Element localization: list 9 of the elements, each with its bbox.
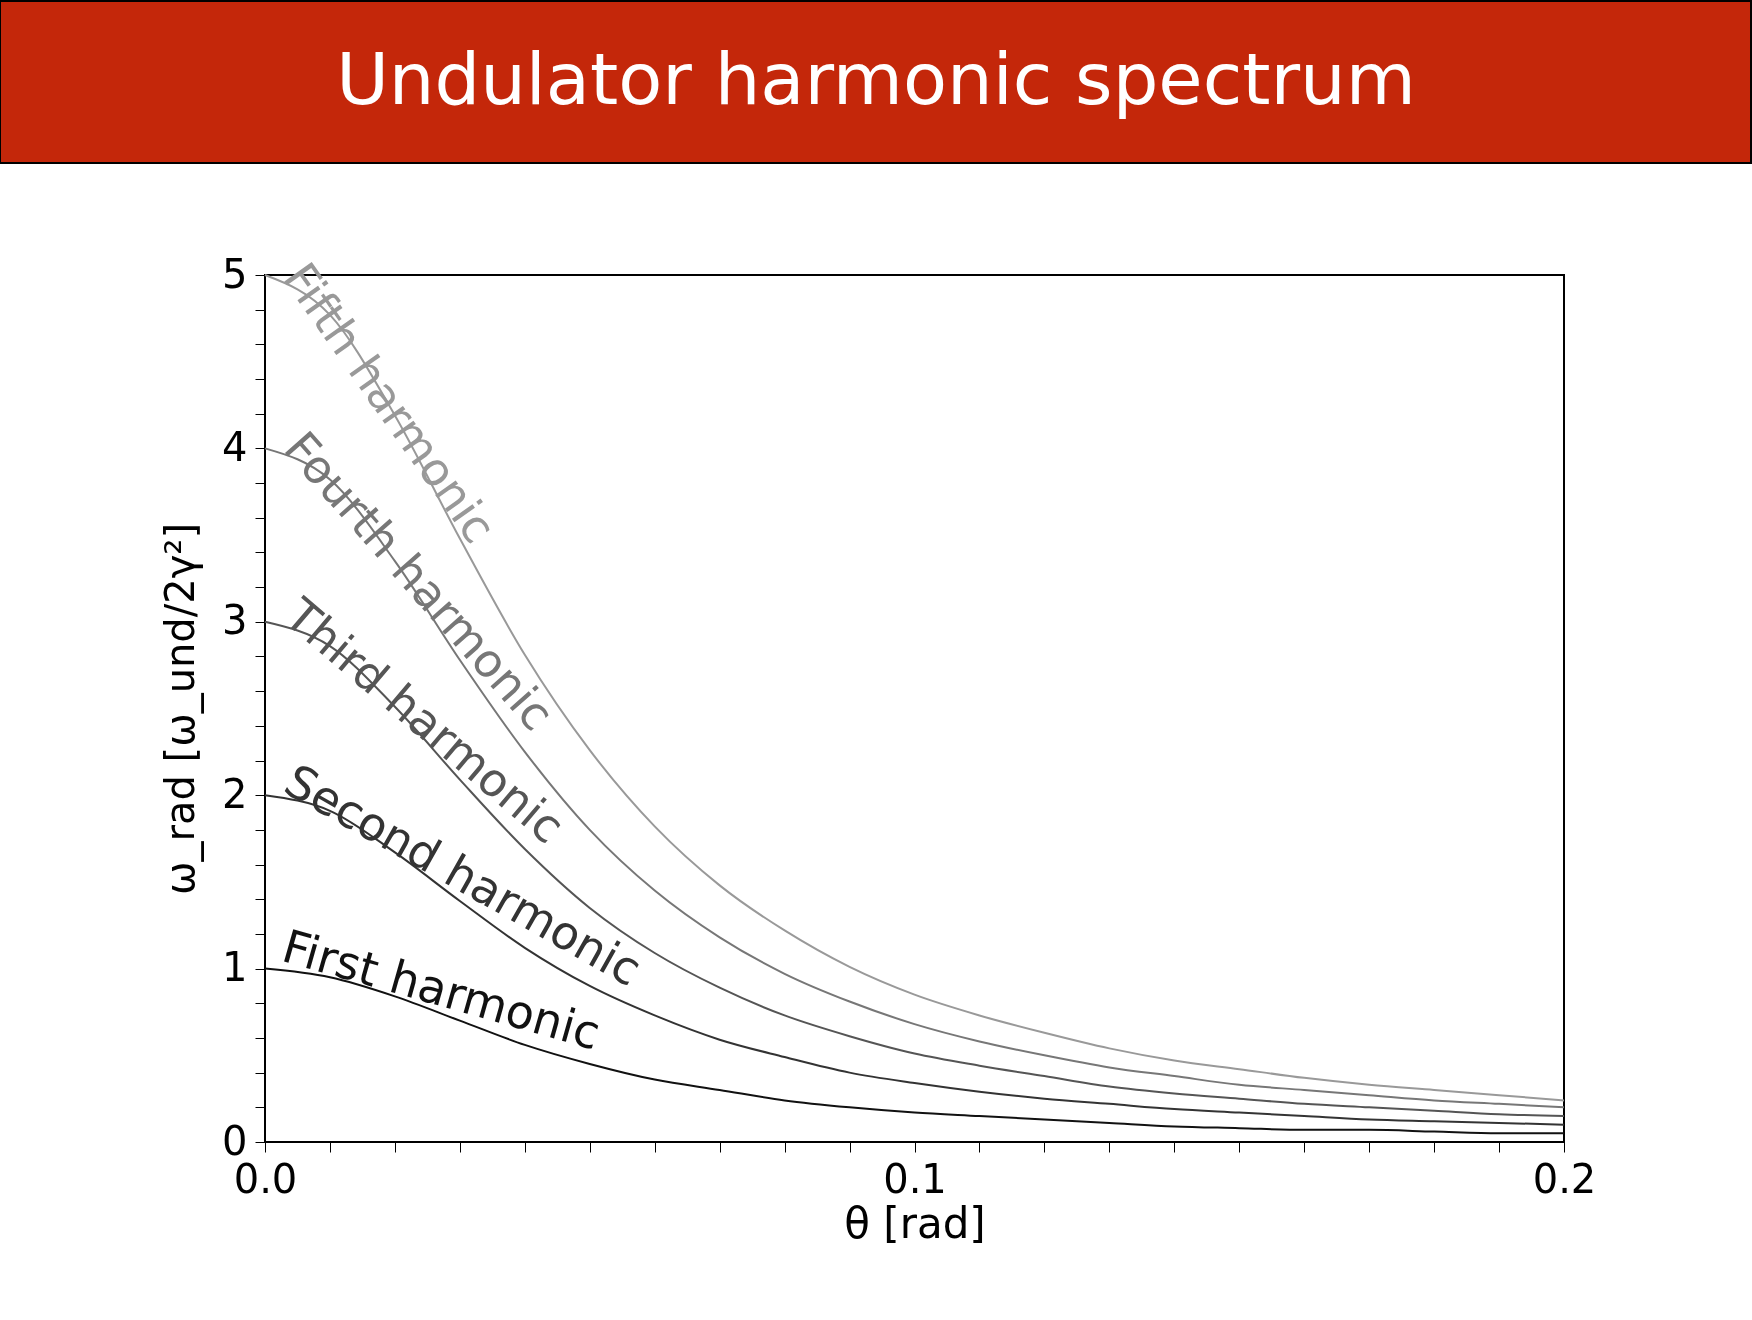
chart-title: Undulator harmonic spectrum	[336, 37, 1416, 121]
y-axis-title: ω_rad [ω_und/2γ²]	[157, 523, 205, 895]
x-tick-label: 0.2	[1532, 1155, 1597, 1202]
y-tick-label: 4	[222, 423, 248, 470]
y-tick-label: 3	[222, 597, 248, 644]
y-tick-label: 1	[222, 944, 248, 991]
x-tick-label: 0.0	[233, 1155, 298, 1202]
y-tick-label: 2	[222, 770, 248, 817]
y-tick-label: 5	[222, 250, 248, 297]
